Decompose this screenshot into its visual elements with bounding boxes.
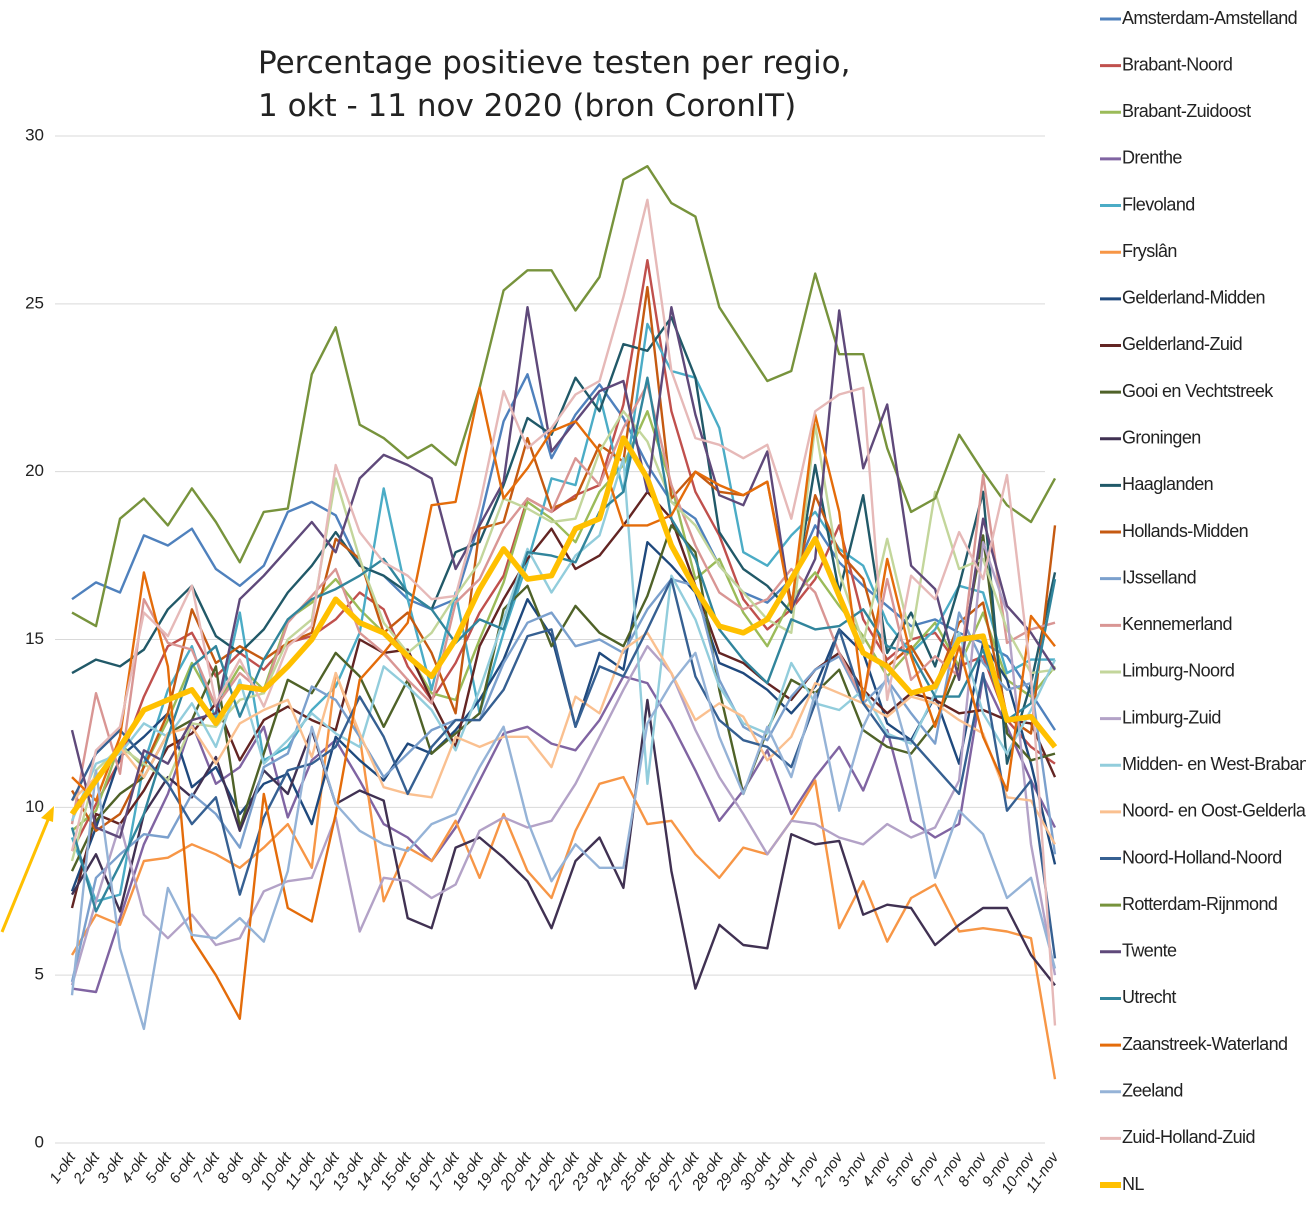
y-tick-label: 20 [25,461,44,480]
legend-label: Zaanstreek-Waterland [1122,1034,1287,1054]
legend-label: NL [1122,1174,1144,1194]
legend-label: Limburg-Noord [1122,661,1234,681]
legend-label: Brabant-Zuidoost [1122,101,1251,121]
y-tick-label: 15 [25,629,44,648]
legend-label: Haaglanden [1122,474,1213,494]
legend-label: Amsterdam-Amstelland [1122,8,1297,28]
legend-label: Utrecht [1122,987,1176,1007]
legend-label: Zeeland [1122,1080,1183,1100]
series-line [70,524,1056,872]
y-tick-label: 0 [35,1132,44,1151]
y-tick-label: 5 [35,965,44,984]
legend-label: Fryslân [1122,241,1177,261]
x-tick-label: 2-okt [70,1149,104,1188]
y-tick-label: 30 [25,125,44,144]
legend-label: Zuid-Holland-Zuid [1122,1127,1255,1147]
series-line [70,198,1057,1026]
legend-label: Hollands-Midden [1122,521,1248,541]
legend-label: Kennemerland [1122,614,1232,634]
arrow [0,806,54,933]
legend-label: Noord-Holland-Noord [1122,847,1282,867]
series-line [70,383,1056,825]
series-line [70,322,1055,903]
series-line [70,285,1057,832]
legend-label: Gelderland-Midden [1122,288,1265,308]
series-line [70,698,1056,990]
legend-label: Brabant-Noord [1122,54,1232,74]
series-line [70,410,1056,862]
legend-label: Gooi en Vechtstreek [1122,381,1274,401]
legend-label: Noord- en Oost-Gelderland [1122,801,1306,821]
legend-label: Midden- en West-Brabant [1122,754,1306,774]
series-line [71,386,1056,1020]
y-tick-label: 25 [25,293,44,312]
series-line [71,675,1057,994]
series-line [71,164,1057,628]
legend-label: Rotterdam-Rijnmond [1122,894,1277,914]
legend-label: IJsselland [1122,567,1196,587]
series-line [70,376,1057,913]
series-line [70,541,1057,986]
series-line [69,435,1058,816]
series-line [70,577,1057,959]
legend-label: Groningen [1122,428,1201,448]
legend-label: Flevoland [1122,194,1195,214]
series-line [70,306,1057,839]
chart-subtitle: 1 okt - 11 nov 2020 (bron CoronIT) [258,88,796,124]
legend-label: Twente [1122,941,1177,961]
series-line [70,651,1057,1031]
legend-label: Gelderland-Zuid [1122,334,1242,354]
chart-title: Percentage positieve testen per regio, [258,45,850,81]
series-line [71,631,1057,845]
legend-label: Drenthe [1122,148,1182,168]
legend-label: Limburg-Zuid [1122,707,1221,727]
y-tick-label: 10 [25,797,44,816]
